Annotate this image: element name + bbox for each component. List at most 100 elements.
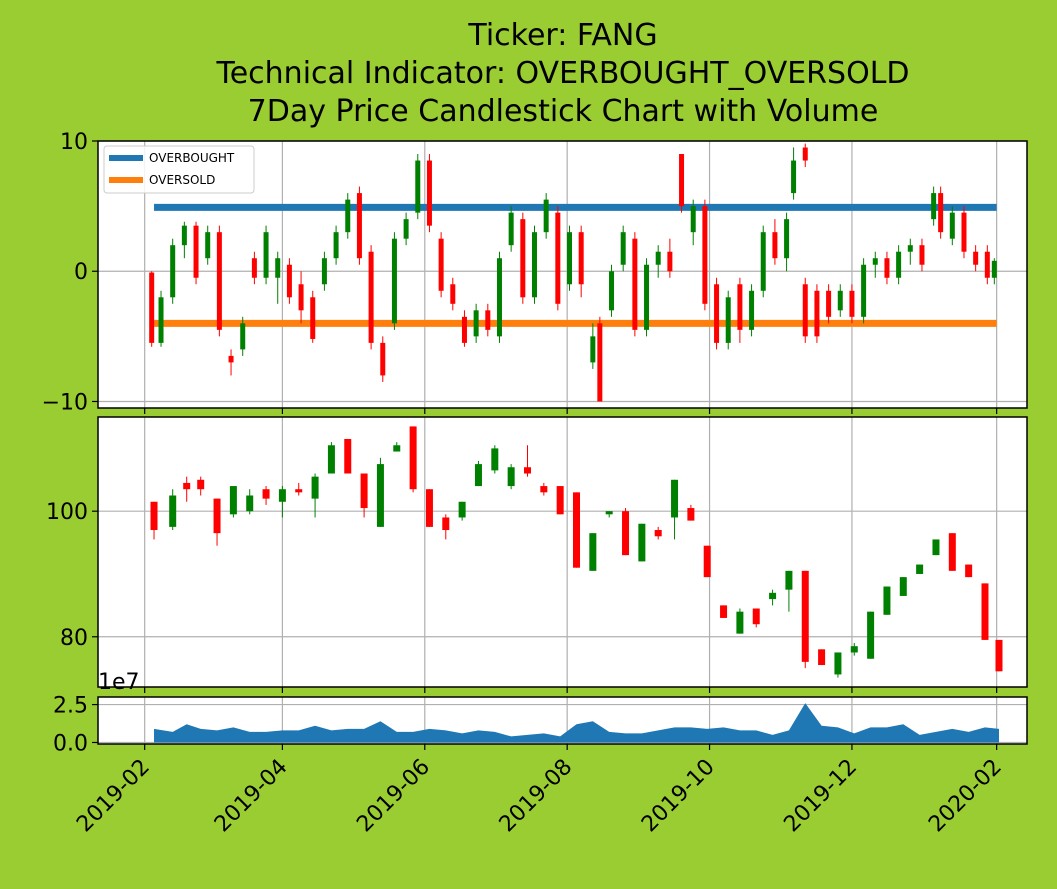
candle-body <box>393 445 401 452</box>
candle-body <box>984 251 990 278</box>
candle-body <box>802 147 808 161</box>
candle-body <box>725 297 731 343</box>
candle-body <box>344 438 352 474</box>
y-tick-label: 80 <box>60 626 88 651</box>
price-panel-background <box>98 417 1027 687</box>
candle-body <box>473 310 479 337</box>
candle-body <box>205 232 211 259</box>
y-tick-label: 0 <box>74 260 88 285</box>
candle-body <box>932 539 940 556</box>
candle-body <box>403 219 409 239</box>
legend-label-overbought: OVERBOUGHT <box>149 151 235 165</box>
candle-body <box>760 232 766 291</box>
x-tick-label: 2019-02 <box>72 755 155 838</box>
candle-body <box>702 206 708 304</box>
volume-area <box>154 703 999 743</box>
candle-body <box>736 611 744 634</box>
candle-body <box>491 448 499 471</box>
candle-body <box>589 533 597 571</box>
candle-body <box>275 258 281 278</box>
candle-body <box>597 323 603 402</box>
candle-body <box>919 245 925 265</box>
price-panel: 100 80 <box>46 416 1028 688</box>
candle-body <box>949 212 955 239</box>
y-tick-label: −10 <box>42 390 88 415</box>
candle-body <box>496 258 502 337</box>
candle-body <box>508 212 514 246</box>
candle-body <box>961 212 967 252</box>
volume-panel: 2.50.0 1e7 <box>53 670 1028 756</box>
candle-body <box>620 232 626 265</box>
candle-body <box>321 258 327 285</box>
candle-body <box>438 238 444 291</box>
candle-body <box>228 355 234 363</box>
candle-body <box>849 290 855 317</box>
chart-title: Ticker: FANG Technical Indicator: OVERBO… <box>215 18 909 129</box>
candle-body <box>485 310 491 330</box>
x-tick-label: 2019-10 <box>637 755 720 838</box>
candle-body <box>523 467 531 474</box>
candle-body <box>461 316 467 343</box>
candle-body <box>896 251 902 278</box>
candle-body <box>667 251 673 272</box>
candle-body <box>197 479 205 490</box>
candle-body <box>690 206 696 233</box>
x-tick-label: 2019-12 <box>780 755 863 838</box>
candle-body <box>183 482 191 490</box>
candle-body <box>415 160 421 213</box>
candle-body <box>632 238 638 330</box>
price-panel-frame <box>97 416 1028 688</box>
candle-body <box>931 193 937 220</box>
candle-body <box>263 232 269 278</box>
candle-body <box>948 533 956 571</box>
candle-body <box>578 232 584 285</box>
candle-body <box>170 245 176 298</box>
candle-body <box>714 284 720 343</box>
candle-body <box>240 323 246 350</box>
candle-body <box>916 564 924 574</box>
price-y-axis: 100 80 <box>46 500 98 651</box>
candle-body <box>737 284 743 330</box>
indicator-level-lines <box>154 203 997 327</box>
candle-body <box>333 232 339 259</box>
candle-body <box>769 592 777 600</box>
candle-body <box>409 426 417 490</box>
candle-body <box>169 495 177 527</box>
volume-panel-frame <box>97 696 1028 745</box>
candle-body <box>262 489 270 499</box>
candle-body <box>251 258 257 278</box>
candle-body <box>327 445 335 474</box>
candle-body <box>973 251 979 265</box>
candle-body <box>884 258 890 278</box>
indicator-y-axis: 10 0 −10 <box>42 130 98 415</box>
candle-body <box>567 232 573 285</box>
candle-body <box>991 260 997 278</box>
candle-body <box>687 508 695 521</box>
candle-body <box>520 219 526 298</box>
indicator-panel-frame <box>97 140 1028 409</box>
price-candles <box>150 426 1003 678</box>
candle-body <box>450 284 456 304</box>
candle-body <box>193 225 199 278</box>
candle-body <box>507 467 515 487</box>
y-tick-label: 10 <box>60 130 88 155</box>
x-tick-label: 2020-02 <box>924 755 1007 838</box>
x-tick-label: 2019-06 <box>352 755 435 838</box>
candle-body <box>907 245 913 252</box>
candle-body <box>216 232 222 330</box>
candle-body <box>246 495 254 512</box>
candle-body <box>861 264 867 317</box>
candle-body <box>442 517 450 531</box>
candle-body <box>605 511 613 515</box>
candle-body <box>380 342 386 376</box>
candle-body <box>720 605 728 618</box>
volume-scale-label: 1e7 <box>98 670 140 695</box>
candle-body <box>834 652 842 675</box>
candle-body <box>872 258 878 265</box>
candle-body <box>376 464 384 527</box>
y-tick-label: 100 <box>46 500 88 525</box>
candle-body <box>655 251 661 265</box>
candle-body <box>867 611 875 659</box>
candle-body <box>818 649 826 666</box>
